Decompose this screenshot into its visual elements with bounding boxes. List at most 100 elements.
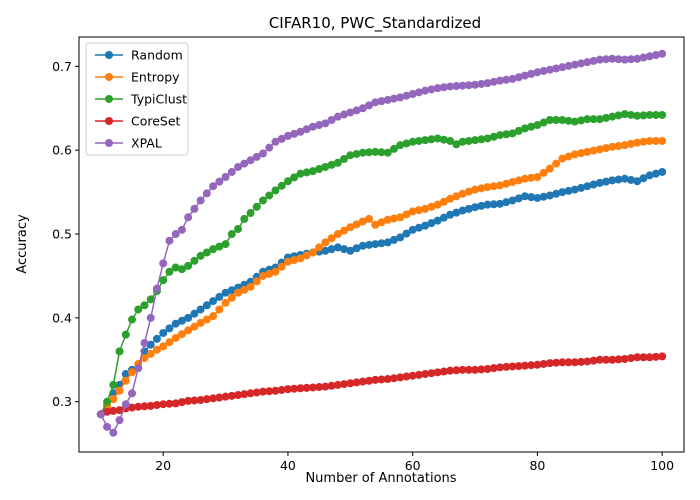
data-point	[103, 397, 112, 406]
data-point	[396, 93, 405, 102]
data-point	[446, 82, 455, 91]
data-point	[489, 200, 498, 209]
data-point	[333, 158, 342, 167]
data-point	[109, 395, 118, 404]
data-point	[252, 277, 261, 286]
data-point	[570, 150, 579, 159]
data-point	[315, 165, 324, 174]
data-point	[109, 428, 118, 437]
legend: Random Entropy TypiClust CoreSet XPAL	[85, 42, 189, 156]
data-point	[427, 85, 436, 94]
data-point	[283, 385, 292, 394]
legend-item-coreset: CoreSet	[95, 114, 181, 129]
data-point	[271, 267, 280, 276]
data-point	[514, 176, 523, 185]
data-point	[421, 370, 430, 379]
data-point	[502, 179, 511, 188]
data-point	[159, 328, 168, 337]
data-point	[483, 200, 492, 209]
data-point	[159, 342, 168, 351]
data-point	[545, 191, 554, 200]
data-point	[190, 322, 199, 331]
data-point	[327, 234, 336, 243]
data-point	[483, 365, 492, 373]
data-point	[489, 364, 498, 373]
data-point	[302, 383, 311, 392]
data-point	[221, 240, 230, 249]
data-point	[389, 94, 398, 103]
data-point	[477, 201, 486, 210]
data-point	[327, 381, 336, 390]
data-point	[570, 60, 579, 69]
data-point	[202, 395, 211, 404]
data-point	[321, 162, 330, 171]
data-point	[583, 58, 592, 67]
data-point	[365, 240, 374, 249]
data-point	[539, 359, 548, 368]
data-point	[421, 204, 430, 213]
data-point	[140, 339, 149, 348]
data-point	[358, 377, 367, 386]
data-point	[452, 82, 461, 91]
data-point	[134, 402, 143, 411]
data-point	[171, 263, 180, 272]
data-point	[614, 175, 623, 184]
data-point	[365, 148, 374, 157]
data-point	[626, 139, 635, 148]
data-point	[639, 53, 648, 62]
data-point	[389, 214, 398, 223]
data-point	[227, 293, 236, 302]
data-point	[171, 333, 180, 342]
data-point	[527, 173, 536, 182]
data-point	[614, 55, 623, 64]
data-point	[639, 111, 648, 120]
data-point	[265, 143, 274, 152]
data-point	[626, 110, 635, 119]
data-point	[190, 309, 199, 318]
data-point	[315, 383, 324, 392]
data-point	[414, 370, 423, 379]
data-point	[177, 398, 186, 407]
data-point	[514, 194, 523, 203]
data-point	[140, 301, 149, 310]
data-point	[527, 69, 536, 78]
x-tick-label: 40	[280, 458, 296, 473]
data-point	[477, 135, 486, 144]
data-point	[209, 394, 218, 403]
data-point	[458, 365, 467, 374]
data-point	[639, 137, 648, 146]
data-point	[446, 194, 455, 203]
data-point	[258, 271, 267, 280]
data-point	[265, 269, 274, 278]
data-point	[508, 362, 517, 371]
data-point	[502, 198, 511, 207]
data-point	[121, 376, 130, 385]
data-point	[128, 368, 137, 377]
data-point	[140, 402, 149, 411]
data-point	[439, 135, 448, 144]
data-point	[520, 71, 529, 80]
data-point	[651, 352, 660, 361]
data-point	[340, 245, 349, 254]
data-point	[570, 117, 579, 126]
data-point	[402, 210, 411, 219]
data-point	[651, 51, 660, 60]
data-point	[302, 125, 311, 134]
data-point	[283, 131, 292, 140]
data-point	[177, 225, 186, 234]
legend-marker	[105, 73, 113, 81]
data-point	[658, 352, 667, 361]
y-tick-label: 0.4	[52, 310, 72, 325]
data-point	[190, 204, 199, 213]
data-point	[327, 116, 336, 124]
data-point	[177, 265, 186, 274]
data-point	[539, 168, 548, 177]
data-point	[421, 221, 430, 230]
data-point	[327, 160, 336, 169]
data-point	[221, 392, 230, 401]
data-point	[396, 141, 405, 150]
data-point	[308, 122, 317, 131]
data-point	[159, 400, 168, 409]
data-point	[452, 366, 461, 375]
data-point	[184, 326, 193, 335]
